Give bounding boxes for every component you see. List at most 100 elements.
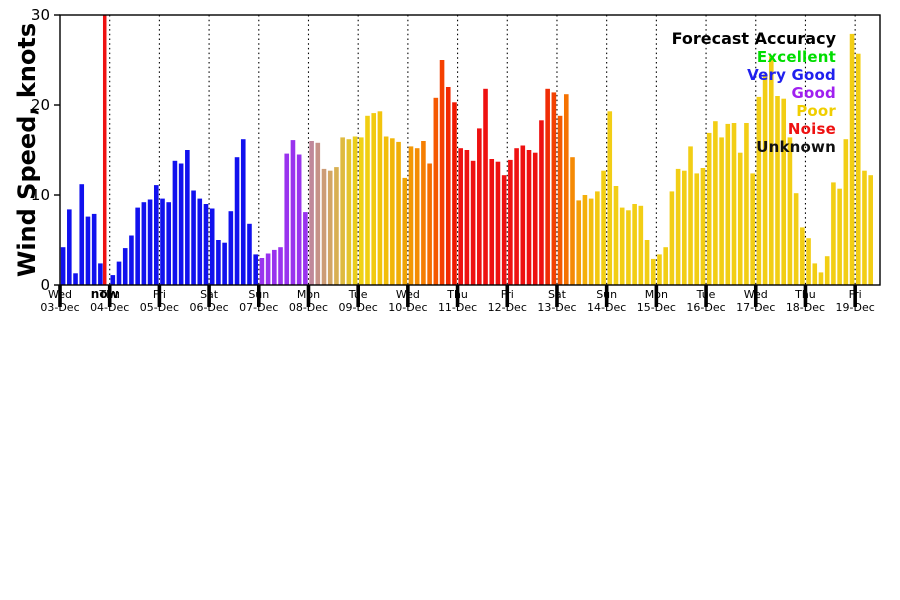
x-major-tick [406, 285, 410, 307]
wind-bar [750, 173, 755, 285]
x-tick-date-label: 06-Dec [189, 301, 228, 314]
wind-bar [706, 132, 712, 285]
wind-bar [551, 92, 557, 286]
wind-bar [638, 205, 644, 285]
wind-bar [688, 146, 693, 285]
x-tick-date-label: 14-Dec [587, 301, 626, 314]
x-tick-day-label: Wed [744, 288, 768, 301]
wind-bar [408, 146, 414, 285]
wind-bar [470, 160, 476, 285]
wind-bar [737, 152, 743, 285]
wind-bar [452, 102, 457, 285]
x-tick-date-label: 07-Dec [239, 301, 278, 314]
wind-bar [849, 33, 855, 286]
wind-bar [272, 249, 277, 285]
wind-bar [383, 136, 389, 285]
legend-item-good: Good [791, 84, 836, 102]
wind-bar [315, 142, 321, 285]
wind-bar [240, 139, 246, 285]
y-axis-title: Wind Speed, knots [13, 22, 41, 278]
wind-bar [346, 139, 352, 285]
wind-bar [209, 208, 215, 285]
wind-bar [855, 53, 861, 286]
wind-bar [725, 123, 731, 286]
x-tick-day-label: Thu [794, 288, 816, 301]
wind-bar [731, 123, 737, 285]
wind-bar [663, 247, 668, 285]
wind-bar [557, 115, 563, 285]
wind-bar [713, 121, 718, 285]
x-tick-date-label: 13-Dec [537, 301, 576, 314]
legend-item-unknown: Unknown [756, 138, 836, 156]
x-tick-day-label: Fri [501, 288, 514, 301]
wind-bar [862, 170, 867, 285]
wind-bar [122, 248, 128, 285]
wind-bar [812, 263, 818, 285]
wind-bar [570, 157, 575, 285]
wind-bar [371, 113, 377, 285]
x-tick-day-label: Thu [98, 288, 120, 301]
wind-bar [775, 96, 780, 285]
x-tick-date-label: 18-Dec [786, 301, 825, 314]
x-tick-day-label: Tue [696, 288, 716, 301]
wind-bar [744, 123, 749, 285]
x-major-tick [853, 285, 857, 307]
x-tick-date-label: 04-Dec [90, 301, 129, 314]
wind-bar [73, 273, 78, 285]
y-tick-label: 30 [31, 6, 50, 24]
x-tick-date-label: 17-Dec [736, 301, 775, 314]
x-major-tick [207, 285, 211, 307]
wind-bar [153, 185, 159, 285]
x-tick-day-label: Fri [153, 288, 166, 301]
wind-bar [290, 140, 296, 285]
wind-bar [98, 263, 103, 285]
wind-bar [675, 168, 681, 285]
wind-bar [700, 168, 706, 285]
x-major-tick [356, 285, 360, 307]
wind-bar [222, 242, 227, 285]
wind-bar [483, 88, 488, 285]
wind-bar [626, 210, 631, 285]
wind-bar [800, 227, 805, 285]
wind-bar [843, 139, 849, 285]
wind-bar [160, 198, 165, 285]
wind-bar [203, 204, 209, 285]
wind-bar [365, 115, 370, 285]
x-tick-day-label: Fri [849, 288, 862, 301]
legend-item-excellent: Excellent [756, 48, 836, 66]
wind-bar [247, 223, 252, 285]
wind-bar [520, 145, 526, 285]
x-major-tick [753, 285, 758, 307]
x-tick-day-label: Wed [396, 288, 420, 301]
wind-bar [79, 184, 85, 285]
wind-bar [402, 177, 408, 285]
wind-bar [265, 253, 271, 285]
wind-bar [141, 202, 147, 285]
wind-bar [309, 141, 314, 285]
wind-bar [495, 161, 501, 285]
y-tick-label: 0 [40, 276, 50, 294]
legend-title: Forecast Accuracy [671, 29, 836, 48]
x-tick-date-label: 08-Dec [289, 301, 328, 314]
wind-bar [67, 209, 72, 285]
wind-bar [719, 137, 724, 285]
wind-bar [682, 170, 687, 285]
wind-bar [781, 98, 787, 285]
wind-bar [526, 150, 532, 285]
wind-bar [259, 258, 265, 285]
plot-border [59, 14, 881, 286]
wind-bar [147, 199, 153, 285]
legend-item-noise: Noise [787, 120, 836, 138]
wind-bar [166, 202, 172, 285]
legend-item-very-good: Very Good [747, 66, 836, 84]
x-tick-day-label: Tue [348, 288, 368, 301]
wind-bar [110, 275, 116, 285]
x-tick-date-label: 12-Dec [488, 301, 527, 314]
wind-bar [768, 56, 774, 286]
x-tick-day-label: Sun [596, 288, 617, 301]
wind-bar [303, 212, 308, 285]
x-tick-day-label: Sun [248, 288, 269, 301]
x-tick-day-label: Sat [548, 288, 567, 301]
x-tick-date-label: 19-Dec [836, 301, 875, 314]
